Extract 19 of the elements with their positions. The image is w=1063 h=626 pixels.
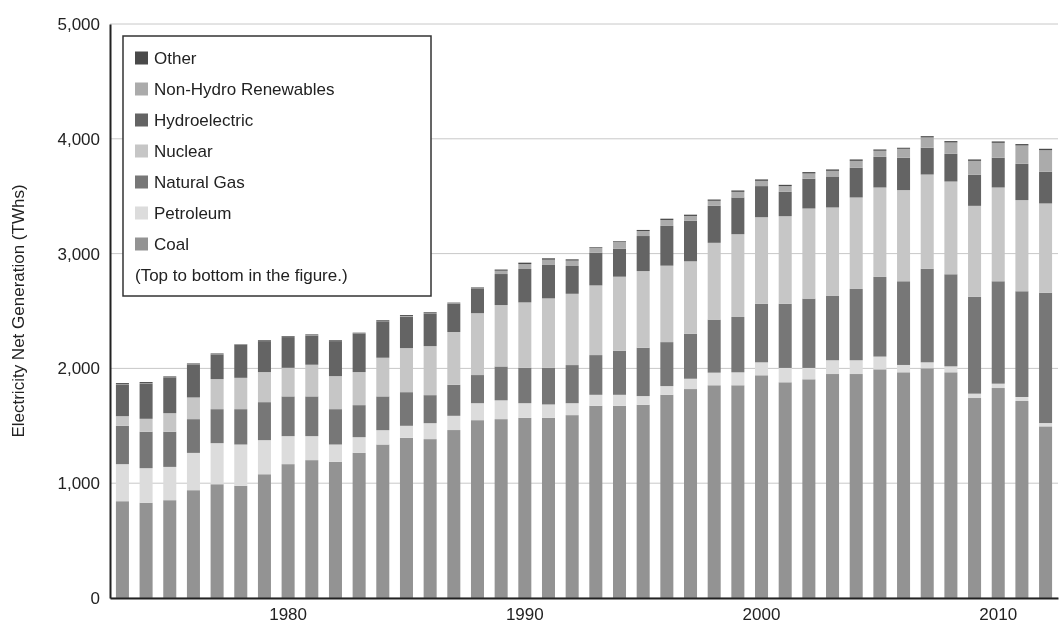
y-tick-label: 3,000 (57, 244, 100, 264)
y-tick-label: 0 (90, 588, 100, 608)
legend-label: Non-Hydro Renewables (154, 79, 335, 99)
y-tick-label: 1,000 (57, 474, 100, 494)
annotation: (Top to bottom in the figure.) (135, 265, 348, 285)
legend-label: Other (154, 48, 197, 68)
legend-label: Coal (154, 234, 189, 254)
x-tick-label: 2000 (742, 605, 781, 625)
x-tick-label: 2010 (979, 605, 1018, 625)
y-axis-title: Electricity Net Generation (TWhs) (9, 184, 28, 438)
y-tick-label: 2,000 (57, 359, 100, 379)
x-tick-label: 1980 (269, 605, 308, 625)
legend-label: Natural Gas (154, 172, 245, 192)
y-tick-label: 5,000 (57, 14, 100, 34)
legend-label: Nuclear (154, 141, 213, 161)
legend-label: Hydroelectric (154, 110, 254, 130)
legend-label: Petroleum (154, 203, 232, 223)
x-tick-label: 1990 (505, 605, 544, 625)
y-tick-label: 4,000 (57, 129, 100, 149)
